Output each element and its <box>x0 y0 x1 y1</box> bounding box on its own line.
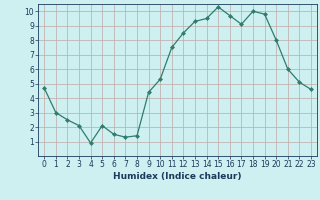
X-axis label: Humidex (Indice chaleur): Humidex (Indice chaleur) <box>113 172 242 181</box>
